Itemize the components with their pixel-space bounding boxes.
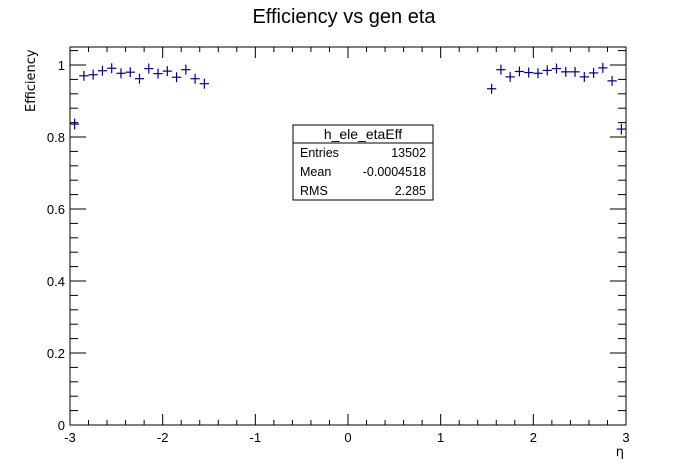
x-tick-label: -2 [157,430,169,445]
data-point [171,72,182,83]
data-point [616,123,626,135]
x-tick-label: -3 [64,430,76,445]
y-tick-label: 0.2 [47,346,65,361]
data-point [514,66,525,77]
data-point [579,71,589,82]
data-point [524,67,534,78]
stats-mean-label: Mean [300,165,331,179]
data-point [496,64,506,75]
y-axis-label: Efficiency [24,49,39,112]
stats-entries-value: 13502 [391,146,426,160]
data-point [144,63,154,74]
y-axis: 0 0.2 0.4 0.6 0.8 1 [47,50,626,433]
data-point [505,71,515,82]
data-point [79,70,89,81]
data-point [570,66,580,77]
stats-box: h_ele_etaEff Entries 13502 Mean -0.00045… [292,124,434,201]
x-tick-label: 2 [530,430,537,445]
stats-entries-label: Entries [300,146,339,160]
stats-rms-label: RMS [300,184,328,198]
stats-mean-value: -0.0004518 [363,165,426,179]
x-tick-label: -1 [250,430,262,445]
data-point [199,78,209,89]
x-axis-label: η [616,445,624,460]
data-point [542,65,552,76]
x-axis: -3 -2 -1 0 1 2 3 [64,47,630,445]
data-point [125,67,135,78]
plot-frame [69,46,627,426]
data-point [588,67,599,78]
y-tick-label: 0.6 [47,202,65,217]
y-tick-label: 0 [58,418,65,433]
y-tick-label: 1 [58,58,65,73]
stats-box-frame [292,124,434,201]
data-point [162,66,172,77]
stats-histogram-name: h_ele_etaEff [324,126,402,142]
data-point [607,75,617,86]
data-point [88,69,98,80]
stats-rms-value: 2.285 [395,184,426,198]
x-tick-label: 0 [344,430,351,445]
data-point [561,66,571,77]
data-point [190,73,200,84]
data-point [153,68,163,79]
data-point [551,63,562,74]
data-points [70,62,626,135]
data-point [533,68,543,79]
y-tick-label: 0.4 [47,274,65,289]
x-tick-label: 3 [622,430,629,445]
data-point [598,62,608,73]
data-point [181,64,191,75]
data-point [487,83,497,94]
y-tick-label: 0.8 [47,130,65,145]
data-point [70,118,80,130]
chart-title: Efficiency vs gen eta [252,6,436,28]
data-point [116,68,126,79]
x-tick-label: 1 [437,430,444,445]
data-point [134,73,145,84]
data-point [107,63,117,74]
data-point [97,65,108,76]
